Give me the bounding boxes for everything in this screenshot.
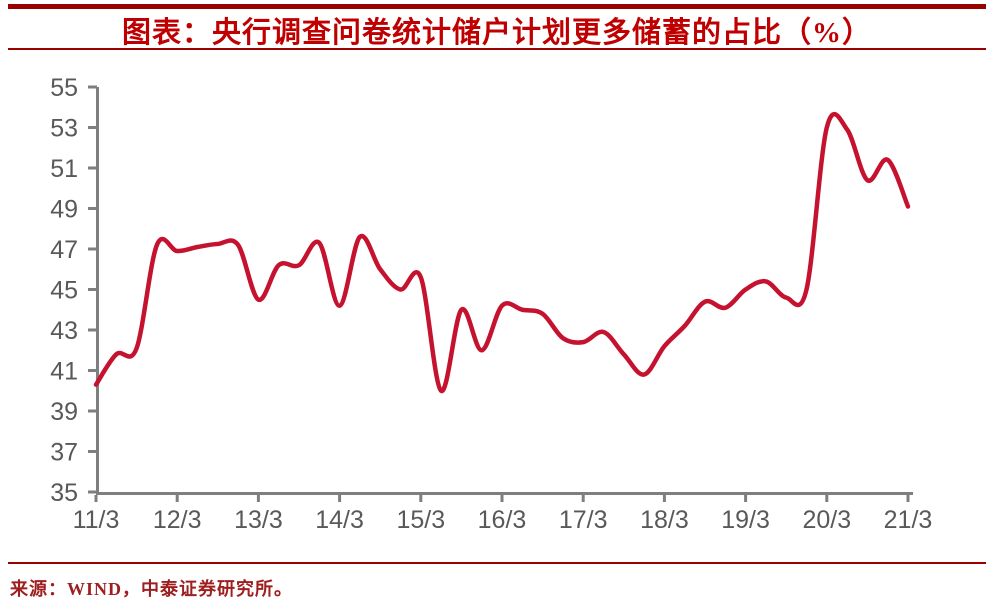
y-tick-label: 53 — [50, 115, 78, 143]
x-tick-label: 16/3 — [478, 506, 527, 534]
x-tick-label: 17/3 — [559, 506, 608, 534]
x-tick-label: 14/3 — [315, 506, 364, 534]
footer-rule — [8, 562, 986, 564]
title-rule — [8, 48, 986, 50]
y-tick-label: 43 — [50, 317, 78, 345]
x-tick-label: 21/3 — [884, 506, 933, 534]
x-tick-label: 20/3 — [802, 506, 851, 534]
y-tick-label: 49 — [50, 196, 78, 224]
y-tick-label: 51 — [50, 155, 78, 183]
y-tick-label: 45 — [50, 277, 78, 305]
x-tick-label: 19/3 — [721, 506, 770, 534]
y-tick-label: 41 — [50, 358, 78, 386]
x-tick-label: 12/3 — [153, 506, 202, 534]
source-note: 来源：WIND，中泰证券研究所。 — [10, 579, 294, 599]
y-tick-label: 47 — [50, 236, 78, 264]
x-tick-label: 15/3 — [396, 506, 445, 534]
top-rule — [8, 4, 986, 9]
y-tick-label: 55 — [50, 74, 78, 102]
x-tick-label: 18/3 — [640, 506, 689, 534]
y-tick-label: 39 — [50, 398, 78, 426]
chart-title: 图表：央行调查问卷统计储户计划更多储蓄的占比（%） — [121, 17, 872, 49]
y-tick-label: 37 — [50, 439, 78, 467]
x-tick-label: 11/3 — [73, 506, 120, 534]
x-tick-label: 13/3 — [234, 506, 283, 534]
y-tick-label: 35 — [50, 479, 78, 507]
data-line-series — [93, 111, 911, 394]
